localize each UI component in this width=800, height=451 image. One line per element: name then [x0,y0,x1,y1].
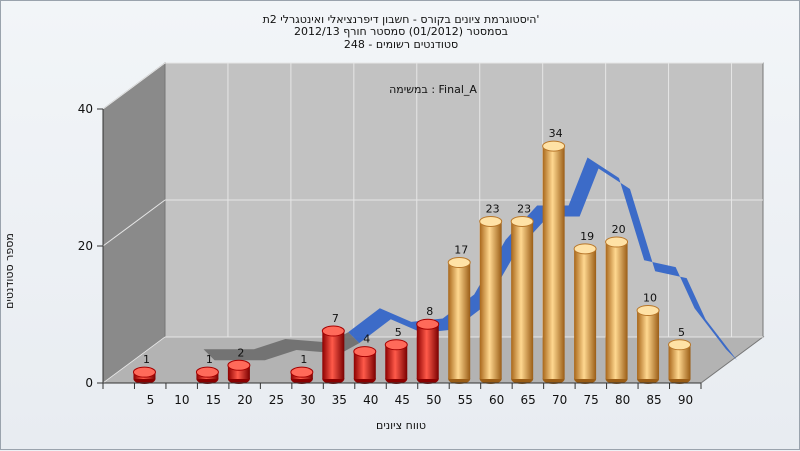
bar [573,243,597,384]
bar-value-label: 10 [643,292,657,305]
bar-body [637,310,660,379]
bar-top [416,318,440,330]
x-tick-label: 35 [332,393,347,407]
x-tick-label: 15 [206,393,221,407]
trend-line-shadow [203,332,360,361]
bar-value-label: 2 [237,346,244,359]
bar-top [668,339,692,351]
x-tick-label: 80 [615,393,630,407]
chart-title-line-1: היסטוגרמת ציונים בקורס - חשבון דיפרנציאל… [262,13,540,26]
y-tick-label: 40 [78,102,93,116]
bar-value-label: 1 [143,353,150,366]
bar [384,339,408,384]
x-tick-label: 90 [678,393,693,407]
bar-body [322,331,345,379]
y-tick-label: 20 [78,239,93,253]
x-axis-label: טווח ציונים [376,419,426,432]
chart-title-line-2: בסמסטר (01/2012) סמסטר חורף 2012/13 [294,25,508,38]
bar-value-label: 4 [363,333,370,346]
bar-body [511,221,534,379]
chart-title-line-3: סטודנטים רשומים - 248 [343,38,459,51]
bar-top [447,257,471,269]
bar [668,339,692,384]
x-tick-label: 30 [300,393,315,407]
bar-top [384,339,408,351]
bar-value-label: 8 [426,305,433,318]
x-tick-label: 45 [395,393,410,407]
bar [227,359,251,384]
bar-body [448,262,471,379]
y-tick-label: 0 [85,376,93,390]
x-tick-label: 10 [174,393,189,407]
gridline-left-wall [102,199,166,247]
bar-top [573,243,597,255]
bar-body [385,344,408,379]
bar-value-label: 7 [332,312,339,325]
bar-body [353,351,376,379]
bar-top [132,366,156,378]
bar-value-label: 5 [678,326,685,339]
bar-body [605,242,628,379]
bar-value-label: 19 [580,230,594,243]
bar [605,236,629,384]
bar [479,215,503,384]
x-tick-label: 60 [489,393,504,407]
bar [321,325,345,384]
x-tick-label: 85 [646,393,661,407]
bar-value-label: 23 [517,202,531,215]
bar-top [542,140,566,152]
bar-top [227,359,251,371]
x-tick-label: 75 [583,393,598,407]
bar [290,366,314,384]
bar-value-label: 5 [395,326,402,339]
bar-body [542,146,565,379]
bar [195,366,219,384]
bar [447,257,471,384]
bar-value-label: 1 [206,353,213,366]
gridline-left-wall [102,336,166,384]
bar-top [479,215,503,227]
x-tick-label: 70 [552,393,567,407]
bar-value-label: 1 [300,353,307,366]
annotation-label: במשימה : Final_A [389,83,477,96]
x-tick-label: 40 [363,393,378,407]
bar-value-label: 20 [612,223,626,236]
bar-value-label: 34 [549,127,563,140]
bar-top [605,236,629,248]
bar-value-label: 17 [454,244,468,257]
bar-top [510,215,534,227]
bar [416,318,440,384]
bar-top [353,346,377,358]
bar-top [321,325,345,337]
bar-body [668,344,691,379]
y-axis-label: מספר סטודנטים [3,233,16,309]
bar [510,215,534,384]
x-tick-label: 55 [458,393,473,407]
x-tick-label: 50 [426,393,441,407]
bar-body [574,248,597,379]
bar-body [416,324,439,379]
x-tick-label: 65 [521,393,536,407]
x-tick-label: 20 [237,393,252,407]
gridline-left-wall [102,62,166,110]
bar [132,366,156,384]
bar-value-label: 23 [486,202,500,215]
x-tick-label: 25 [269,393,284,407]
bar [542,140,566,384]
bar-top [290,366,314,378]
bar-body [479,221,502,379]
bar [636,305,660,384]
x-tick-label: 5 [147,393,155,407]
bar [353,346,377,384]
bar-top [195,366,219,378]
bar-top [636,305,660,316]
